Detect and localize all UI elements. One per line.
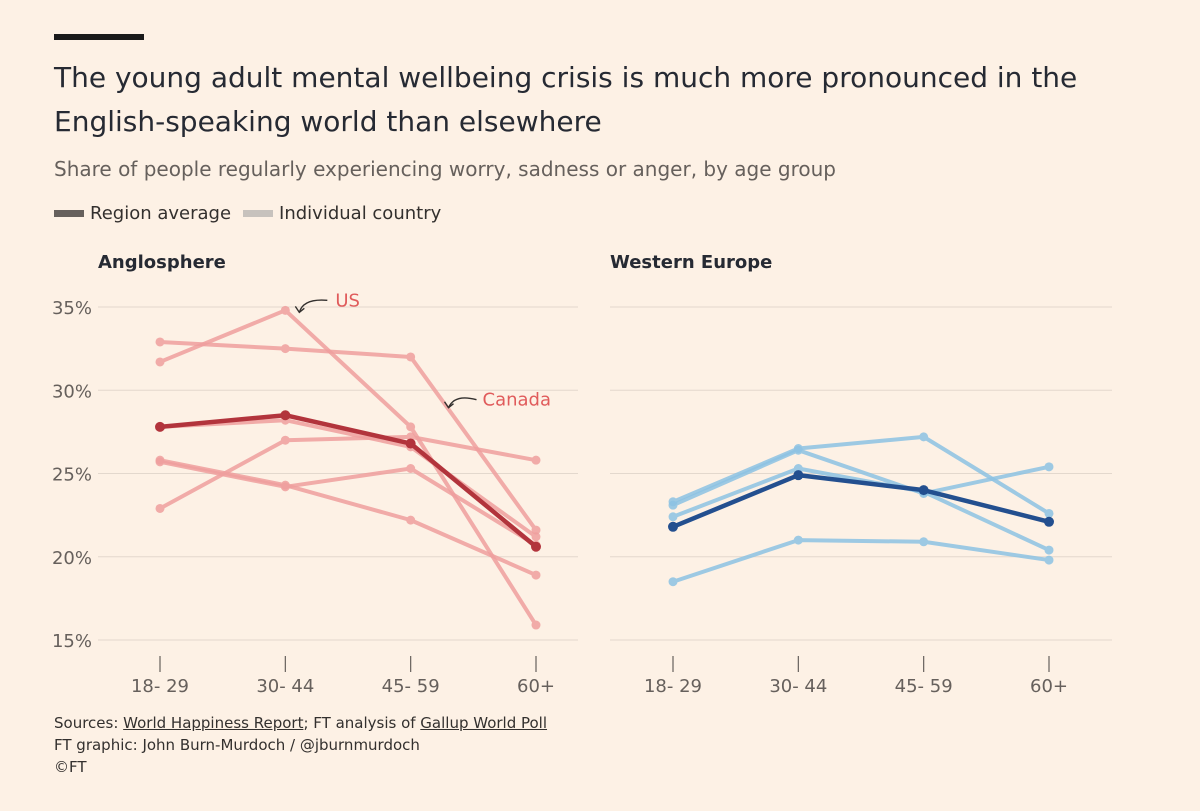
data-point [406,464,416,474]
data-point [405,438,416,449]
annotation-arrow-us [298,299,328,313]
copyright-line: ©FT [54,758,87,776]
data-point [668,500,678,510]
legend-swatch-dark [54,210,84,217]
source-link-gallup-world-poll[interactable]: Gallup World Poll [420,714,548,732]
y-tick-label: 35% [52,298,92,319]
series-line [158,339,538,533]
annotation-label-canada: Canada [483,390,552,411]
data-point [1044,508,1054,518]
legend-item-individual-country: Individual country [243,203,441,224]
sources-prefix: Sources: [54,714,124,732]
top-accent-bar [54,34,144,40]
chart-subtitle: Share of people regularly experiencing w… [54,157,836,181]
data-point [280,344,290,354]
data-point [155,457,165,467]
data-point [406,422,416,432]
panel-title-anglosphere: Anglosphere [98,252,226,273]
credit-line: FT graphic: John Burn-Murdoch / @jburnmu… [54,736,420,754]
series-western-europe-region-average [668,470,1054,532]
data-point [155,503,165,513]
data-point [668,521,678,532]
data-point [668,512,678,522]
data-point [531,455,541,465]
x-tick-label: 18- 29 [131,676,189,697]
y-tick-label: 15% [52,631,92,652]
series-anglosphere-region-average [155,410,541,552]
data-point [531,570,541,580]
data-point [280,435,290,445]
legend-item-region-average: Region average [54,203,231,224]
series-line [671,466,1051,553]
data-point [280,410,291,421]
legend-swatch-light [243,210,274,217]
x-tick-label: 45- 59 [382,676,440,697]
data-point [155,421,165,432]
x-tick-label: 60+ [1030,676,1068,697]
annotation-arrowhead-us [294,305,305,314]
data-point [1044,545,1054,555]
series-western-europe-country-4 [668,535,1054,587]
series-line [671,448,1051,508]
data-point [919,537,929,547]
series-anglosphere-canada [155,337,541,535]
x-tick-label: 45- 59 [895,676,953,697]
series-anglosphere-us [155,305,541,630]
series-line [671,538,1051,584]
legend: Region average Individual country [54,203,453,224]
data-point [531,541,541,552]
x-tick-label: 30- 44 [769,676,827,697]
data-point [1044,462,1054,472]
x-tick-label: 18- 29 [644,676,702,697]
data-point [406,352,416,362]
source-link-world-happiness-report[interactable]: World Happiness Report [123,714,304,732]
y-tick-label: 20% [52,548,92,569]
chart-area: Anglosphere 15% 20% 25% 30% 35% 18- 29 30- 44 45… [52,252,1112,697]
annotation-arrowhead-canada [443,401,454,409]
y-tick-label: 25% [52,465,92,486]
data-point [793,445,803,455]
data-point [531,620,541,630]
data-point [155,357,165,367]
chart-title: The young adult mental wellbeing crisis … [54,61,1078,138]
series-line [670,472,1052,530]
series-line [157,412,539,550]
data-point [793,535,803,545]
data-point [793,470,804,481]
data-point [531,532,541,542]
y-tick-label: 30% [52,381,92,402]
series-western-europe-country-2 [668,445,1054,510]
legend-label-individual-country: Individual country [279,203,442,224]
data-point [918,485,929,496]
sources-line: Sources: World Happiness Report; FT anal… [54,712,547,734]
data-point [280,305,290,315]
data-point [668,577,678,587]
series-line [158,308,538,628]
data-point [1044,516,1054,527]
data-point [406,515,416,525]
data-point [919,432,929,442]
annotation-arrow-canada [447,397,477,409]
legend-label-region-average: Region average [90,203,232,224]
sources-mid: ; FT analysis of [303,714,421,732]
series-line [671,434,1051,516]
data-point [155,337,165,347]
data-point [280,482,290,492]
data-point [1044,555,1054,565]
data-point [531,525,541,535]
x-tick-label: 30- 44 [256,676,314,697]
x-tick-label: 60+ [517,676,555,697]
footer: Sources: World Happiness Report; FT anal… [54,712,547,778]
annotation-label-us: US [335,290,360,311]
panel-title-western-europe: Western Europe [610,252,772,273]
series-line [158,418,538,539]
series-line [158,434,538,511]
